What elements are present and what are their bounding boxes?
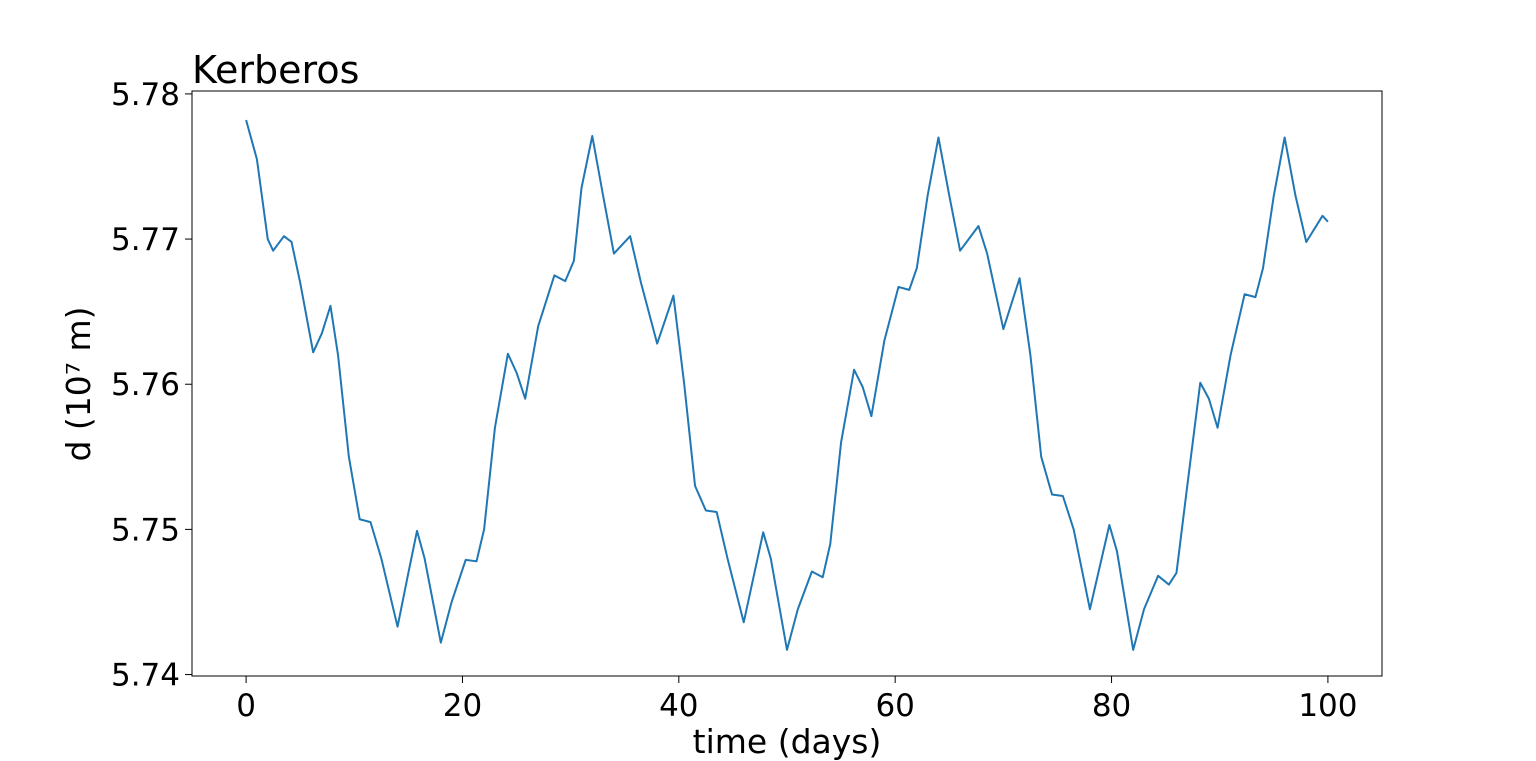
x-tick-label: 0 — [236, 688, 256, 724]
chart-title: Kerberos — [192, 48, 359, 92]
x-tick-label: 100 — [1298, 688, 1357, 724]
plot-frame — [191, 90, 1383, 677]
y-tick-label: 5.75 — [111, 512, 180, 548]
x-tick-label: 40 — [659, 688, 698, 724]
y-tick-label: 5.78 — [111, 77, 180, 113]
y-tick-label: 5.77 — [111, 222, 180, 258]
x-tick-label: 80 — [1092, 688, 1131, 724]
x-tick-label: 20 — [443, 688, 482, 724]
data-line — [245, 119, 1329, 651]
x-axis-label: time (days) — [693, 722, 882, 761]
y-tick-label: 5.76 — [111, 367, 180, 403]
x-tick-label: 60 — [875, 688, 914, 724]
y-axis-label: d (10⁷ m) — [59, 306, 98, 461]
y-tick-label: 5.74 — [111, 658, 180, 694]
